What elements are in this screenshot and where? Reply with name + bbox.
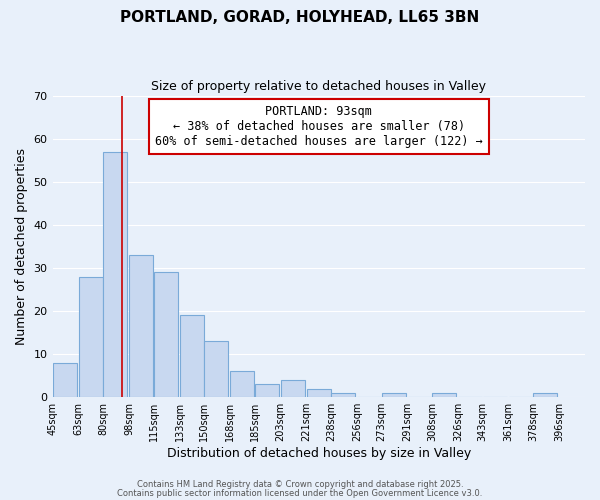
Bar bbox=[331, 393, 355, 397]
Bar bbox=[281, 380, 305, 397]
Bar bbox=[180, 316, 203, 397]
Title: Size of property relative to detached houses in Valley: Size of property relative to detached ho… bbox=[151, 80, 486, 93]
Bar bbox=[230, 372, 254, 397]
Text: Contains HM Land Registry data © Crown copyright and database right 2025.: Contains HM Land Registry data © Crown c… bbox=[137, 480, 463, 489]
Bar bbox=[255, 384, 278, 397]
X-axis label: Distribution of detached houses by size in Valley: Distribution of detached houses by size … bbox=[167, 447, 471, 460]
Text: PORTLAND, GORAD, HOLYHEAD, LL65 3BN: PORTLAND, GORAD, HOLYHEAD, LL65 3BN bbox=[121, 10, 479, 25]
Bar bbox=[103, 152, 127, 397]
Bar bbox=[433, 393, 456, 397]
Bar bbox=[307, 388, 331, 397]
Bar bbox=[533, 393, 557, 397]
Bar bbox=[79, 276, 103, 397]
Bar bbox=[205, 341, 228, 397]
Bar bbox=[154, 272, 178, 397]
Text: Contains public sector information licensed under the Open Government Licence v3: Contains public sector information licen… bbox=[118, 488, 482, 498]
Y-axis label: Number of detached properties: Number of detached properties bbox=[15, 148, 28, 345]
Bar bbox=[382, 393, 406, 397]
Text: PORTLAND: 93sqm
← 38% of detached houses are smaller (78)
60% of semi-detached h: PORTLAND: 93sqm ← 38% of detached houses… bbox=[155, 104, 482, 148]
Bar bbox=[53, 362, 77, 397]
Bar bbox=[130, 255, 153, 397]
